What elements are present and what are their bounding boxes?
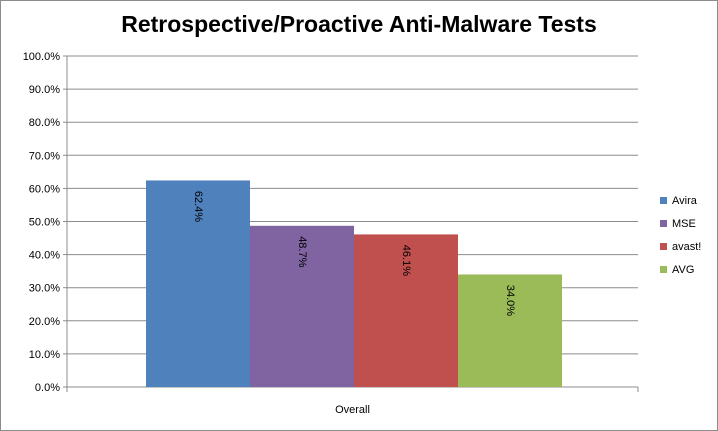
legend-swatch	[660, 220, 667, 227]
data-label: 62.4%	[192, 191, 204, 222]
y-tick-label: 10.0%	[29, 349, 60, 361]
y-tick-label: 30.0%	[29, 283, 60, 295]
legend-label: Avira	[672, 195, 698, 207]
legend-label: avast!	[672, 241, 701, 253]
y-tick-label: 20.0%	[29, 316, 60, 328]
y-tick-label: 40.0%	[29, 250, 60, 262]
y-tick-label: 0.0%	[35, 382, 60, 394]
data-label: 48.7%	[296, 236, 308, 267]
y-tick-label: 50.0%	[29, 217, 60, 229]
y-tick-label: 100.0%	[23, 51, 61, 63]
bar-avira	[146, 180, 250, 387]
x-category-label: Overall	[335, 404, 370, 416]
legend-swatch	[660, 266, 667, 273]
data-label: 34.0%	[504, 285, 516, 316]
y-tick-label: 60.0%	[29, 183, 60, 195]
legend-swatch	[660, 197, 667, 204]
y-tick-label: 80.0%	[29, 117, 60, 129]
y-tick-label: 90.0%	[29, 84, 60, 96]
bar-avast	[354, 234, 458, 387]
bar-mse	[250, 225, 354, 387]
legend-swatch	[660, 243, 667, 250]
legend-label: AVG	[672, 264, 694, 276]
bar-avg	[458, 274, 562, 387]
y-tick-label: 70.0%	[29, 150, 60, 162]
data-label: 46.1%	[400, 245, 412, 276]
chart-title: Retrospective/Proactive Anti-Malware Tes…	[121, 11, 597, 37]
legend-label: MSE	[672, 218, 696, 230]
